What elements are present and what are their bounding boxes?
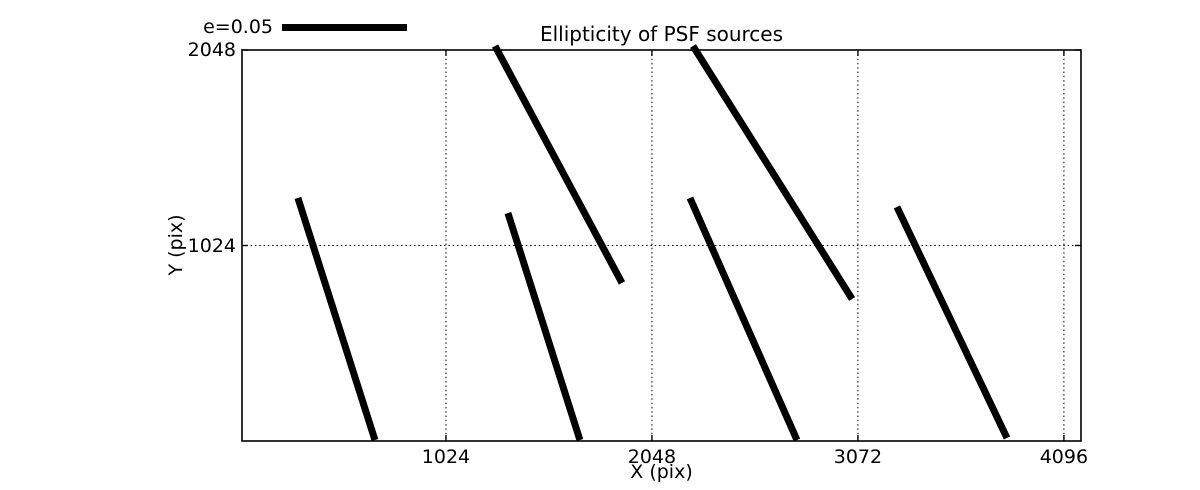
chart-title: Ellipticity of PSF sources bbox=[539, 22, 784, 46]
x-tick-label: 4096 bbox=[1039, 446, 1089, 468]
ellipticity-whisker bbox=[690, 44, 856, 301]
y-tick-label: 1024 bbox=[187, 234, 236, 257]
x-tick-label: 1024 bbox=[421, 446, 471, 468]
legend-label: e=0.05 bbox=[203, 16, 273, 38]
x-tick-label: 2048 bbox=[627, 446, 677, 468]
legend-scale-bar bbox=[282, 24, 407, 31]
ellipticity-whisker bbox=[294, 196, 379, 442]
ellipticity-whisker bbox=[491, 44, 626, 285]
ellipticity-whisker bbox=[504, 211, 584, 442]
x-tick-label: 3072 bbox=[833, 446, 883, 468]
y-tick-label: 2048 bbox=[187, 39, 236, 61]
ellipticity-whisker bbox=[686, 196, 801, 442]
x-axis-label: X (pix) bbox=[630, 461, 693, 483]
ellipticity-whisker bbox=[893, 205, 1011, 440]
